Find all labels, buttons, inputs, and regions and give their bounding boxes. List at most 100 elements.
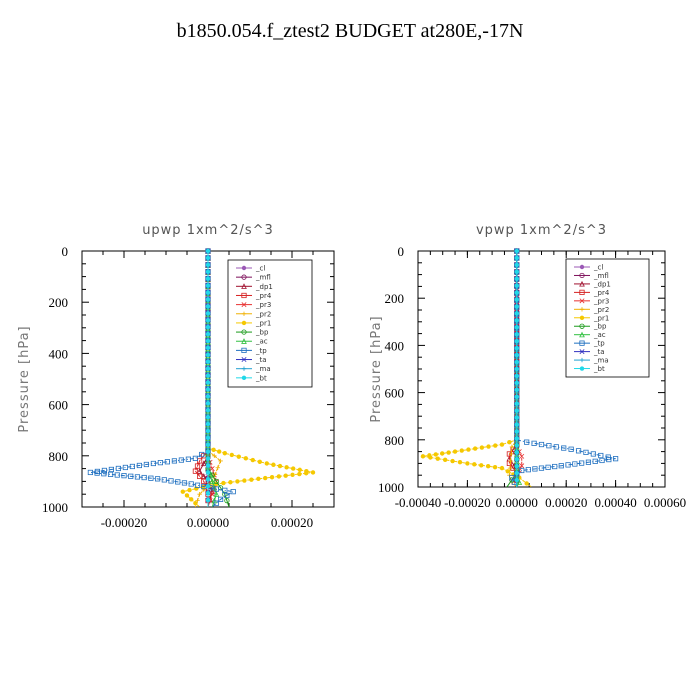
data-point	[136, 462, 142, 469]
data-point	[213, 500, 219, 506]
data-point	[205, 387, 211, 392]
x-tick-label: 0.00000	[496, 495, 538, 510]
data-point	[236, 454, 241, 459]
data-point	[157, 460, 163, 466]
data-point	[148, 475, 154, 481]
data-point	[184, 493, 190, 498]
data-point	[514, 415, 519, 420]
y-tick-label: 400	[49, 346, 69, 361]
data-point	[221, 480, 226, 486]
data-point	[514, 318, 519, 323]
data-point	[524, 439, 530, 445]
series-line	[207, 251, 230, 508]
data-point	[250, 457, 255, 463]
data-point	[205, 359, 211, 364]
data-point	[205, 394, 211, 399]
y-tick-label: 400	[385, 338, 405, 353]
x-tick-label: -0.00040	[395, 495, 442, 510]
data-point	[217, 449, 222, 454]
data-point	[428, 455, 433, 460]
data-point	[199, 451, 205, 458]
data-point	[209, 491, 215, 497]
x-tick-label: -0.00020	[101, 515, 148, 530]
legend-item: _ma	[574, 357, 609, 365]
legend: _cl_mfl_dp1_pr4_pr3_pr2_pr1_bp_ac_tp_ta_…	[227, 259, 313, 388]
data-point	[538, 441, 545, 448]
data-point	[493, 443, 498, 448]
data-point	[514, 394, 519, 399]
data-point	[101, 471, 107, 477]
data-point	[122, 464, 128, 471]
data-point	[211, 447, 216, 453]
data-point	[212, 472, 218, 477]
data-point	[205, 269, 211, 274]
legend-item: _dp1	[574, 280, 611, 288]
data-point	[228, 480, 233, 485]
legend-item: _cl	[236, 265, 265, 273]
data-point	[509, 444, 515, 450]
legend-label: _pr1	[255, 319, 271, 327]
data-point	[442, 457, 448, 463]
data-point	[222, 451, 227, 456]
data-point	[466, 447, 471, 452]
data-point	[514, 429, 519, 434]
data-point	[561, 445, 567, 451]
data-point	[205, 331, 211, 337]
data-point	[514, 373, 519, 379]
legend-label: _pr3	[255, 301, 271, 309]
data-point	[188, 481, 194, 487]
legend-label: _mfl	[255, 274, 271, 282]
legend-label: _pr1	[593, 314, 609, 322]
legend-label: _pr2	[255, 310, 271, 318]
data-point	[175, 479, 181, 485]
data-point	[514, 290, 519, 295]
legend-item: _ac	[236, 338, 268, 346]
data-point	[514, 255, 519, 261]
legend-item: _mfl	[574, 272, 609, 280]
data-point	[195, 498, 200, 503]
data-point	[575, 448, 582, 454]
data-point	[205, 248, 211, 254]
data-point	[197, 492, 202, 497]
data-point	[519, 453, 525, 459]
data-point	[185, 456, 191, 462]
data-point	[213, 491, 220, 497]
data-point	[230, 489, 236, 495]
data-point	[205, 428, 211, 434]
data-point	[479, 463, 484, 468]
legend-label: _ac	[255, 338, 268, 346]
data-point	[514, 463, 519, 469]
data-point	[514, 457, 519, 462]
legend-item: _pr2	[574, 306, 609, 314]
data-point	[598, 452, 604, 459]
y-axis-label: Pressure [hPa]	[369, 315, 384, 422]
legend-item: _pr2	[236, 310, 271, 318]
data-point	[205, 401, 211, 406]
y-tick-label: 600	[49, 398, 69, 413]
data-point	[200, 473, 207, 479]
data-point	[171, 458, 177, 464]
data-point	[205, 290, 211, 295]
y-tick-label: 200	[49, 295, 69, 310]
data-point	[269, 475, 275, 480]
data-point	[101, 467, 107, 474]
data-point	[579, 460, 585, 466]
data-point	[499, 442, 505, 447]
data-point	[303, 471, 309, 476]
legend-item: _bp	[236, 329, 269, 337]
data-point	[532, 466, 538, 472]
data-point	[209, 466, 215, 472]
data-point	[538, 465, 545, 471]
legend-item: _tp	[574, 340, 605, 348]
data-point	[205, 297, 211, 302]
data-point	[94, 470, 100, 476]
panel-1: upwp 1xm^2/s^3 Pressure [hPa] 0 200 400 600 80…	[17, 223, 335, 530]
data-point	[613, 456, 619, 462]
data-point	[450, 458, 455, 464]
data-point	[194, 463, 201, 469]
data-point	[87, 469, 93, 476]
data-point	[514, 352, 519, 358]
data-point	[161, 477, 167, 483]
data-point	[249, 477, 254, 482]
data-point	[514, 380, 519, 386]
